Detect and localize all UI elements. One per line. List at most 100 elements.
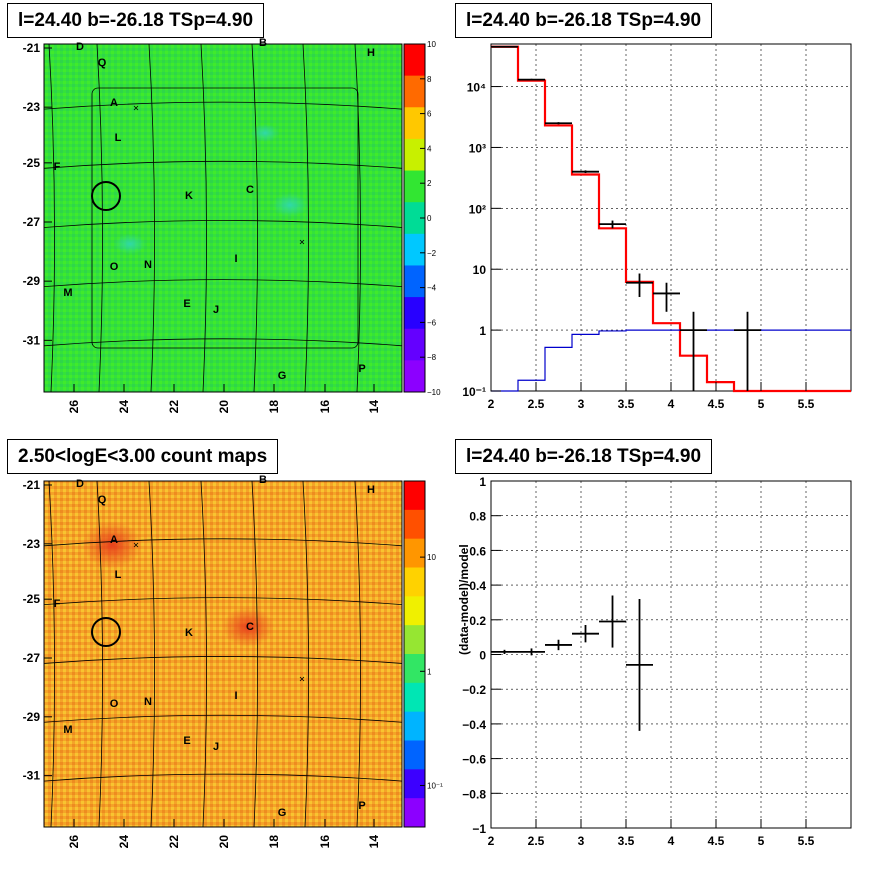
source-label: F	[54, 598, 61, 610]
meridian-line	[354, 480, 361, 828]
y-tick-label: -27	[23, 215, 41, 229]
data-point	[626, 273, 653, 297]
colorbar-segment	[404, 202, 425, 235]
y-tick-label: −0.6	[462, 753, 486, 767]
y-tick-label: -29	[23, 710, 41, 724]
meridian-line	[200, 43, 207, 393]
x-tick-label: 18	[267, 835, 281, 849]
colorbar-label: 4	[427, 144, 432, 153]
x-tick-label: 3.5	[618, 397, 635, 411]
y-tick-label: 1	[479, 475, 486, 489]
data-point	[599, 220, 626, 229]
source-label: P	[358, 363, 365, 375]
source-label: L	[115, 569, 122, 581]
parallel-line	[43, 656, 403, 664]
source-label: N	[144, 696, 152, 708]
source-label: N	[144, 259, 152, 271]
panel-title: l=24.40 b=-26.18 TSp=4.90	[455, 439, 713, 474]
data-point	[518, 78, 545, 81]
data-point	[572, 170, 599, 174]
x-tick-label: 2	[488, 397, 495, 411]
source-label: C	[246, 621, 254, 633]
source-labels: D Q B H A L F C K O N I M E J G P	[54, 474, 375, 819]
spectrum-series	[491, 45, 851, 393]
source-label: O	[110, 261, 119, 273]
colorbar-segment	[404, 44, 425, 77]
x-tick-label: 3	[578, 834, 585, 848]
meridian-line	[251, 43, 258, 393]
colorbar-segment	[404, 509, 425, 540]
x-tick-label: 20	[217, 835, 231, 849]
residual-cold-spot	[114, 234, 146, 254]
data-point	[599, 595, 626, 648]
parallel-line	[43, 338, 403, 347]
x-tick-label: 4.5	[708, 834, 725, 848]
count-map-panel: D Q B H A L F C K O N I M E J G P 26 24 22 20 18 16 14 -21 -23 -2…	[23, 474, 443, 848]
source-label: D	[76, 41, 84, 53]
parallel-line	[43, 714, 403, 723]
target-circle	[91, 617, 121, 647]
y-tick-label: 10⁴	[467, 81, 486, 95]
colorbar-label: −2	[427, 249, 437, 258]
colorbar-label: −4	[427, 284, 437, 293]
marker-x	[133, 542, 139, 548]
x-tick-label: 3	[578, 397, 585, 411]
colorbar-label: 1	[427, 667, 432, 676]
residual-map-image	[44, 44, 402, 392]
y-tick-label: -23	[23, 537, 41, 551]
spectrum-panel: 2 2.5 3 3.5 4 4.5 5 5.5 10⁻¹ 1 10 10² 10³ 10⁴	[462, 43, 852, 411]
y-tick-label: 0	[479, 649, 486, 663]
meridian-line	[96, 43, 103, 393]
source-label: H	[367, 484, 375, 496]
y-tick-label: 0.4	[469, 579, 486, 593]
source-labels: D Q B H A L F C K O N I M E J G P	[54, 37, 375, 382]
map-axes: 26 24 22 20 18 16 14 -21 -23 -25 -27 -29 -31	[23, 478, 381, 848]
y-tick-label: 10²	[469, 202, 486, 216]
colorbar-segment	[404, 360, 425, 393]
y-tick-label: -27	[23, 651, 41, 665]
roi-boundary	[91, 87, 359, 349]
meridian-line	[148, 480, 155, 828]
x-tick-label: 3.5	[618, 834, 635, 848]
source-label: E	[183, 298, 190, 310]
source-label: A	[110, 97, 118, 109]
data-point	[518, 648, 545, 656]
panel-title: l=24.40 b=-26.18 TSp=4.90	[7, 3, 265, 38]
meridian-line	[354, 43, 361, 393]
x-tick-label: 18	[267, 400, 281, 414]
parallel-line	[43, 538, 403, 547]
parallel-line	[43, 773, 403, 782]
source-label: L	[115, 132, 122, 144]
source-label: H	[367, 47, 375, 59]
x-tick-label: 14	[367, 835, 381, 849]
colorbar-segment	[404, 625, 425, 655]
y-tick-label: −0.8	[462, 787, 486, 801]
plot-frame	[490, 43, 852, 392]
residual-colorbar: 10 8 6 4 2 0 −2 −4 −6 −8 −10	[403, 40, 441, 397]
x-tick-label: 22	[167, 400, 181, 414]
colorbar-frame	[403, 480, 426, 828]
source-label: B	[259, 474, 267, 486]
coordinate-grid	[43, 480, 403, 828]
y-tick-label: -31	[23, 769, 41, 783]
source-label: Q	[98, 57, 107, 69]
y-tick-label: -21	[23, 41, 41, 55]
source-label: K	[185, 190, 193, 202]
count-hot-spot	[222, 607, 274, 647]
y-tick-label: −1	[472, 822, 486, 836]
y-tick-label: −0.4	[462, 718, 486, 732]
source-label: K	[185, 627, 193, 639]
colorbar-label: 10	[427, 553, 436, 562]
x-tick-label: 4.5	[708, 397, 725, 411]
x-tick-label: 5	[758, 397, 765, 411]
colorbar-segment	[404, 297, 425, 330]
data-point	[653, 282, 680, 312]
data-point	[572, 625, 599, 643]
marker-x	[133, 105, 139, 111]
meridian-line	[302, 43, 309, 393]
source-label: M	[63, 287, 72, 299]
residual-cold-spot	[272, 193, 308, 217]
marker-x	[299, 239, 305, 245]
x-tick-label: 26	[67, 835, 81, 849]
x-tick-label: 22	[167, 835, 181, 849]
